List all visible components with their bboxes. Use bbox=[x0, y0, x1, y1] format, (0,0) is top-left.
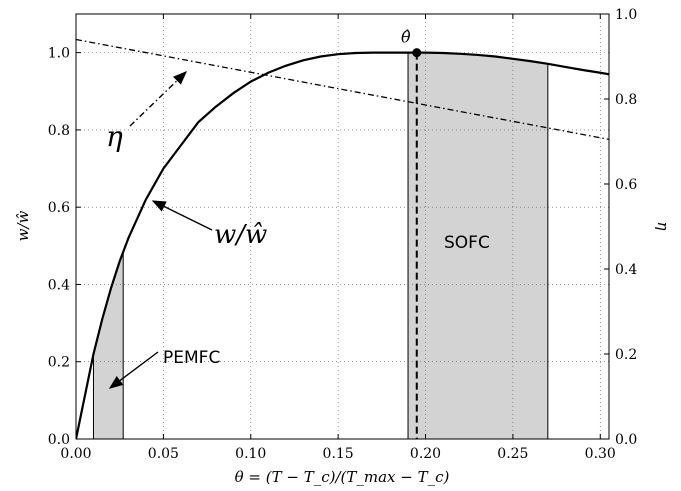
y-left-tick-label-1: 0.2 bbox=[48, 355, 70, 371]
x-axis-label: θ = (T − T_c)/(T_max − T_c) bbox=[235, 468, 450, 486]
series-line-1 bbox=[76, 38, 609, 141]
x-tick-label-5: 0.25 bbox=[497, 446, 528, 462]
y-left-tick-label-5: 1.0 bbox=[48, 46, 70, 62]
y-right-tick-label-4: 0.8 bbox=[615, 92, 637, 108]
region-pemfc bbox=[92, 251, 124, 439]
optimum-marker-group: θ̂ bbox=[401, 28, 422, 439]
annotations-group: w/ŵ η PEMFC SOFC bbox=[106, 71, 490, 389]
y-right-tick-label-5: 1.0 bbox=[615, 7, 637, 23]
pemfc-label: PEMFC bbox=[163, 348, 220, 368]
curve-label-arrow bbox=[151, 200, 213, 231]
x-tick-label-6: 0.30 bbox=[585, 446, 616, 462]
y-right-axis-ticks: 0.0 0.2 0.4 0.6 0.8 1.0 bbox=[604, 7, 637, 448]
y-left-tick-label-2: 0.4 bbox=[48, 277, 70, 293]
x-tick-label-0: 0.00 bbox=[60, 446, 91, 462]
y-left-tick-label-3: 0.6 bbox=[48, 200, 70, 216]
y-left-tick-label-0: 0.0 bbox=[48, 432, 70, 448]
plot-frame bbox=[75, 13, 610, 440]
y-left-axis-label: w/ŵ bbox=[14, 210, 32, 241]
pemfc-label-arrow bbox=[108, 351, 159, 389]
y-right-tick-label-2: 0.4 bbox=[615, 262, 637, 278]
sofc-label: SOFC bbox=[444, 233, 490, 253]
x-axis-ticks: 0.00 0.05 0.10 0.15 0.20 0.25 0.30 bbox=[60, 14, 616, 462]
x-tick-label-3: 0.15 bbox=[323, 446, 354, 462]
eta-label-arrow bbox=[129, 71, 188, 127]
x-tick-label-4: 0.20 bbox=[410, 446, 441, 462]
y-right-axis-label: η bbox=[654, 222, 672, 231]
curve-label: w/ŵ bbox=[214, 220, 267, 250]
x-tick-label-2: 0.10 bbox=[235, 446, 266, 462]
y-left-tick-label-4: 0.8 bbox=[48, 123, 70, 139]
y-right-tick-label-3: 0.6 bbox=[615, 177, 637, 193]
y-left-axis-ticks: 0.0 0.2 0.4 0.6 0.8 1.0 bbox=[48, 46, 81, 448]
x-tick-label-1: 0.05 bbox=[148, 446, 179, 462]
series-lines bbox=[76, 38, 609, 439]
y-right-tick-label-1: 0.2 bbox=[615, 347, 637, 363]
optimum-label: θ̂ bbox=[401, 28, 411, 47]
y-right-tick-label-0: 0.0 bbox=[615, 432, 637, 448]
series-line-0 bbox=[76, 51, 609, 439]
optimum-point bbox=[412, 48, 422, 58]
eta-label: η bbox=[106, 120, 123, 153]
